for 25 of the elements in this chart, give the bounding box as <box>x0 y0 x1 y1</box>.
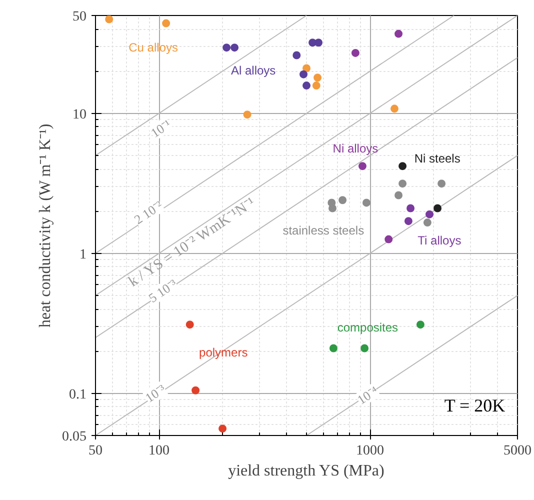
x-tick-label: 1000 <box>356 444 384 458</box>
annotation: 5 10⁻³ <box>146 276 180 306</box>
x-tick-label: 100 <box>148 444 170 458</box>
y-axis-title: heat conductivity k (W m⁻¹ K⁻¹) <box>37 124 54 328</box>
x-axis-title: yield strength YS (MPa) <box>228 462 384 480</box>
annotation: stainless steels <box>282 224 364 238</box>
annotation: T = 20K <box>444 396 506 416</box>
annotation: 10⁻¹ <box>148 116 174 140</box>
annotation: 2 10⁻² <box>131 198 166 228</box>
annotation: Ni steels <box>414 151 460 166</box>
y-tick-label: 0.1 <box>69 387 86 402</box>
y-tick-label: 50 <box>72 10 86 24</box>
annotation: Ti alloys <box>418 234 462 248</box>
y-tick-label: 1 <box>80 247 86 262</box>
y-tick-label: 10 <box>72 107 86 122</box>
annotation: composites <box>337 320 398 335</box>
annotation: Ni alloys <box>332 142 378 156</box>
annotation: Al alloys <box>230 64 276 78</box>
annotation: 10⁻³ <box>142 381 168 406</box>
annotation: Cu alloys <box>128 40 178 54</box>
x-tick-label: 50 <box>88 444 102 458</box>
x-tick-label: 5000 <box>504 444 532 458</box>
annotation: 10⁻⁴ <box>354 382 382 408</box>
y-tick-label: 0.05 <box>62 430 86 444</box>
annotation: polymers <box>199 345 248 360</box>
